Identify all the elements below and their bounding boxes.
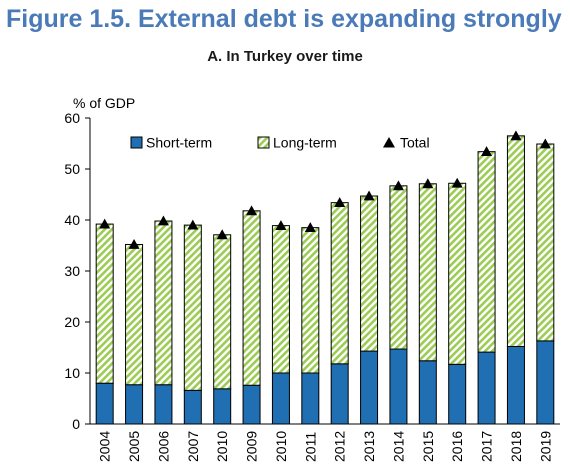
total-marker <box>246 205 258 216</box>
total-marker <box>128 238 140 249</box>
bar-short-term <box>389 348 408 425</box>
bar-short-term <box>418 360 437 425</box>
x-tick-label: 2015 <box>420 431 436 462</box>
axes <box>89 118 560 425</box>
bar-long-term <box>213 234 232 390</box>
legend-label-long-term: Long-term <box>273 135 337 151</box>
x-tick-label: 2007 <box>185 431 201 462</box>
legend: Short-term Long-term Total <box>130 135 430 151</box>
bar-long-term <box>477 151 496 353</box>
bar-short-term <box>183 389 202 425</box>
x-tick-label: 2018 <box>508 431 524 462</box>
y-tick-label: 40 <box>64 212 80 228</box>
total-marker <box>392 180 404 191</box>
bar-long-term <box>183 224 202 391</box>
bar-short-term <box>506 345 525 425</box>
legend-label-total: Total <box>400 135 430 151</box>
total-marker <box>539 138 551 149</box>
y-tick-label: 50 <box>64 161 80 177</box>
total-marker <box>304 222 316 233</box>
x-tick-label: 2012 <box>332 431 348 462</box>
legend-marker-total <box>383 137 395 148</box>
x-tick-label: 2010 <box>273 431 289 462</box>
bar-short-term <box>477 351 496 425</box>
total-marker <box>363 190 375 201</box>
x-tick-label: 2005 <box>126 431 142 462</box>
total-marker <box>157 215 169 226</box>
bar-short-term <box>301 372 320 425</box>
total-marker <box>334 197 346 208</box>
x-tick-label: 2016 <box>449 431 465 462</box>
bar-long-term <box>506 135 525 347</box>
bar-short-term <box>213 388 232 425</box>
total-marker <box>216 229 228 240</box>
bar-long-term <box>125 243 144 386</box>
x-tick-label: 2010 <box>214 431 230 462</box>
legend-label-short-term: Short-term <box>146 135 212 151</box>
legend-swatch-long-term <box>257 136 270 149</box>
y-tick-label: 0 <box>72 416 80 432</box>
total-marker <box>99 218 111 229</box>
x-tick-label: 2011 <box>302 432 318 462</box>
bar-short-term <box>125 384 144 425</box>
y-tick-label: 20 <box>64 314 80 330</box>
x-tick-label: 2009 <box>244 431 260 462</box>
bar-short-term <box>154 384 173 425</box>
bar-long-term <box>360 195 379 352</box>
x-axis-tick-labels: 2004 2005 2006 2007 2010 2009 2010 2011 2012 2013… <box>97 431 554 462</box>
bar-short-term <box>242 384 261 425</box>
total-marker <box>481 146 493 157</box>
bar-long-term <box>154 220 173 386</box>
total-marker <box>187 219 199 230</box>
x-tick-label: 2004 <box>97 431 113 462</box>
bar-long-term <box>418 183 437 362</box>
bar-long-term <box>271 225 290 374</box>
total-marker <box>422 178 434 189</box>
bar-short-term <box>95 382 114 425</box>
total-marker <box>451 177 463 188</box>
y-axis-label: % of GDP <box>73 95 135 111</box>
panel-title: A. In Turkey over time <box>207 48 363 65</box>
bar-long-term <box>448 182 467 365</box>
bar-long-term <box>389 185 408 350</box>
bar-short-term <box>448 363 467 425</box>
y-axis-ticks: 0 10 20 30 40 50 60 <box>64 110 90 432</box>
bar-short-term <box>360 350 379 425</box>
bar-short-term <box>330 363 349 425</box>
bar-short-term <box>536 340 555 425</box>
y-tick-label: 10 <box>64 365 80 381</box>
bar-long-term <box>301 227 320 374</box>
x-tick-label: 2017 <box>479 431 495 462</box>
x-tick-label: 2014 <box>390 431 406 462</box>
bars <box>95 135 555 425</box>
bar-long-term <box>95 223 114 384</box>
y-tick-label: 60 <box>64 110 80 126</box>
y-tick-label: 30 <box>64 263 80 279</box>
bar-long-term <box>330 202 349 365</box>
x-tick-label: 2006 <box>155 431 171 462</box>
bar-long-term <box>242 210 261 386</box>
figure-title: Figure 1.5. External debt is expanding s… <box>6 5 562 33</box>
x-tick-label: 2013 <box>361 431 377 462</box>
total-markers <box>99 130 551 249</box>
x-tick-label: 2019 <box>537 431 553 462</box>
legend-swatch-short-term <box>130 136 143 149</box>
total-marker <box>275 220 287 231</box>
bar-long-term <box>536 143 555 342</box>
total-marker <box>510 130 522 141</box>
bar-short-term <box>271 372 290 425</box>
